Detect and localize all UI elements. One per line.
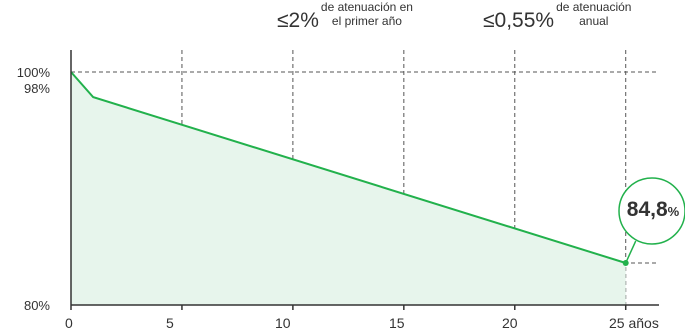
first-year-caption: de atenuación en el primer año — [321, 0, 413, 28]
annual-caption: de atenuación anual — [556, 0, 631, 28]
data-points — [622, 240, 637, 266]
endpoint-callout — [618, 177, 685, 245]
x-tick-label: 25 años — [609, 315, 659, 331]
y-tick-label: 98% — [23, 81, 50, 96]
x-tick-label: 10 — [275, 315, 291, 331]
callout-pointer — [625, 240, 637, 264]
first-year-caption-line1: de atenuación en — [320, 0, 413, 14]
x-axis-ticks — [70, 305, 627, 310]
first-year-caption-line2: el primer año — [331, 13, 402, 28]
annual-caption-line1: de atenuación — [556, 0, 632, 14]
first-year-value: ≤2% — [277, 9, 319, 32]
endpoint-value: 84,8 — [626, 198, 668, 221]
annual-caption-line2: anual — [579, 13, 609, 28]
area-fill — [71, 72, 626, 305]
endpoint-value-label: 84,8% — [620, 198, 685, 222]
annual-annotation: ≤0,55% de atenuación anual — [483, 0, 631, 32]
endpoint-unit: % — [667, 204, 680, 219]
x-tick-label: 0 — [65, 315, 73, 331]
first-year-annotation: ≤2% de atenuación en el primer año — [277, 0, 413, 32]
x-tick-label: 20 — [502, 315, 518, 331]
series-line — [70, 71, 627, 264]
x-tick-label: 15 — [389, 315, 405, 331]
y-tick-label: 80% — [23, 298, 50, 313]
x-tick-label: 5 — [166, 315, 174, 331]
y-tick-label: 100% — [16, 65, 50, 80]
annual-value: ≤0,55% — [483, 9, 555, 32]
